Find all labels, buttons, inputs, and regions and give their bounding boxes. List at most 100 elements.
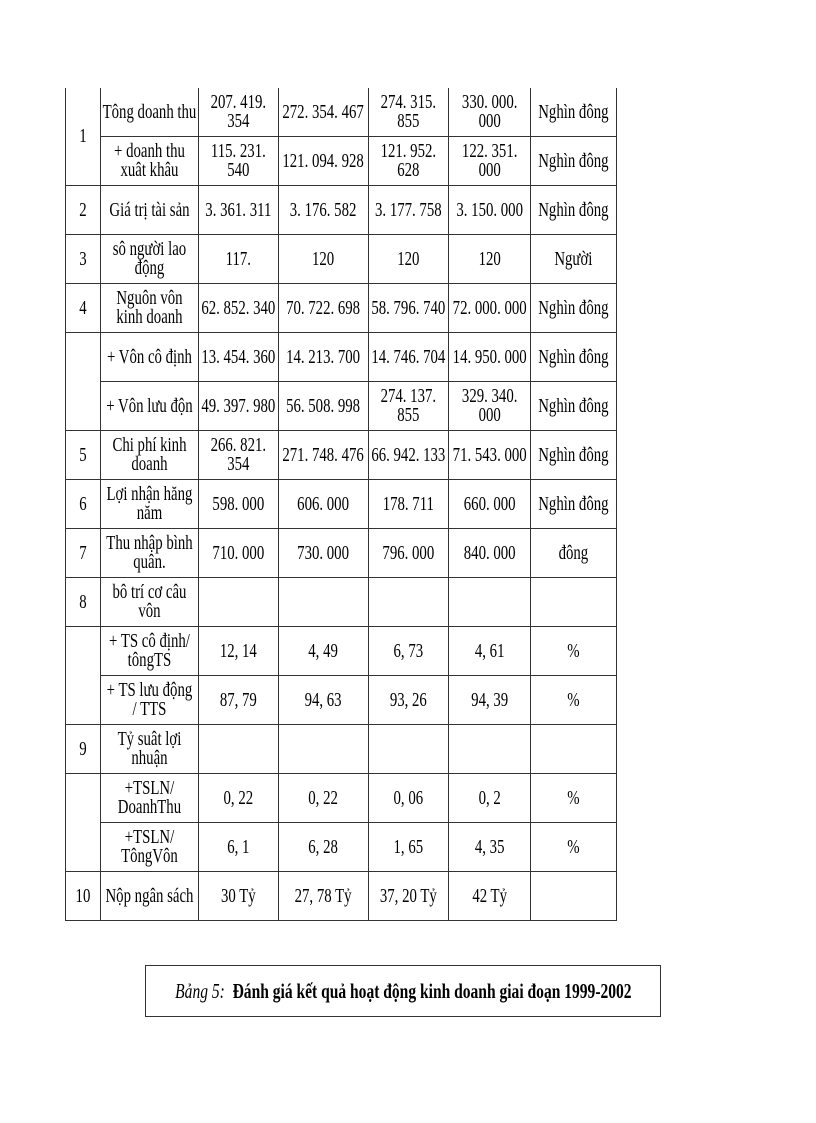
indicator-cell-text: + TS cô định/ tôngTS (109, 630, 190, 671)
value-cell-text: 178. 711 (382, 492, 435, 515)
table-row: + TS lưu động / TTS 87, 79 94, 63 93, 26 94,… (66, 675, 617, 725)
value-cell: 115. 231. 540 (198, 136, 279, 186)
value-cell: 271. 748. 476 (278, 430, 369, 480)
value-cell: 3. 150. 000 (448, 185, 531, 235)
value-cell-text: 6, 1 (227, 835, 250, 858)
unit-cell: Nghìn đông (530, 479, 617, 529)
table-row: 2 Giá trị tài sản 3. 361. 311 3. 176. 582 3.… (65, 185, 617, 235)
indicator-cell: Chi phí kinh doanh (100, 430, 199, 480)
value-cell: 0, 2 (448, 773, 531, 823)
value-cell: 0, 22 (198, 773, 279, 823)
value-cell-text: 271. 748. 476 (282, 443, 365, 466)
row-number-cell-text: 3 (79, 247, 87, 270)
value-cell (198, 577, 279, 627)
row-number-cell: 5 (65, 430, 101, 480)
unit-cell: Người (530, 234, 617, 284)
value-cell: 3. 177. 758 (368, 185, 449, 235)
value-cell: 121. 952. 628 (368, 136, 449, 186)
row-number-cell: 9 (65, 724, 101, 774)
value-cell (278, 577, 369, 627)
unit-cell-text: % (567, 786, 580, 809)
value-cell: 93, 26 (368, 675, 449, 725)
value-cell: 6, 73 (368, 626, 449, 676)
value-cell-text: 93, 26 (390, 688, 428, 711)
value-cell-text: 121. 094. 928 (282, 149, 365, 172)
value-cell-text: 42 Tỷ (472, 884, 507, 907)
indicator-cell: Tông doanh thu (100, 88, 199, 137)
value-cell-text: 49. 397. 980 (201, 394, 276, 417)
value-cell: 274. 315. 855 (368, 88, 449, 137)
value-cell-text: 4, 49 (308, 639, 339, 662)
value-cell-text: 71. 543. 000 (452, 443, 527, 466)
unit-cell-text: Nghìn đông (538, 198, 609, 221)
value-cell-text: 115. 231. 540 (211, 140, 266, 181)
unit-cell (530, 577, 617, 627)
table-row: + Vôn cô định 13. 454. 360 14. 213. 700 14.… (65, 332, 617, 431)
value-cell: 606. 000 (278, 479, 369, 529)
value-cell-text: 3. 361. 311 (205, 198, 272, 221)
row-number-cell: 2 (65, 185, 101, 235)
table-caption: Bảng 5: Đánh giá kết quả hoạt động kinh … (145, 965, 661, 1017)
value-cell-text: 606. 000 (297, 492, 350, 515)
value-cell (448, 577, 531, 627)
indicator-cell-text: bô trí cơ câu vôn (112, 581, 187, 622)
unit-cell: % (530, 626, 617, 676)
indicator-cell-text: Lợi nhận hăng năm (106, 483, 193, 524)
row-number-cell-text: 7 (79, 541, 87, 564)
indicator-cell-text: Nguôn vôn kinh doanh (116, 287, 183, 328)
indicator-cell-text: Nộp ngân sách (105, 884, 194, 907)
value-cell-text: 207. 419. 354 (210, 91, 267, 132)
unit-cell: đông (530, 528, 617, 578)
row-number-cell: 7 (65, 528, 101, 578)
unit-cell-text: Nghìn đông (538, 394, 609, 417)
value-cell-text: 6, 73 (393, 639, 424, 662)
value-cell: 117. (198, 234, 279, 284)
value-cell: 27, 78 Tỷ (278, 871, 369, 921)
value-cell: 56. 508. 998 (278, 381, 369, 431)
unit-cell-text: Nghìn đông (538, 149, 609, 172)
value-cell (448, 724, 531, 774)
indicator-cell: Tỷ suât lợi nhuận (100, 724, 199, 774)
value-cell: 12, 14 (198, 626, 279, 676)
unit-cell: % (530, 675, 617, 725)
value-cell-text: 14. 746. 704 (371, 345, 446, 368)
value-cell: 71. 543. 000 (448, 430, 531, 480)
value-cell-text: 0, 2 (478, 786, 501, 809)
indicator-cell-text: + Vôn cô định (107, 345, 192, 368)
value-cell: 66. 942. 133 (368, 430, 449, 480)
value-cell-text: 4, 35 (474, 835, 505, 858)
row-number-cell: 10 (65, 871, 101, 921)
indicator-cell: Giá trị tài sản (100, 185, 199, 235)
unit-cell: Nghìn đông (530, 136, 617, 186)
row-number-cell (65, 773, 101, 872)
value-cell: 14. 746. 704 (368, 332, 449, 382)
indicator-cell-text: Chi phí kinh doanh (112, 434, 187, 475)
business-results-table: 1 Tông doanh thu 207. 419. 354 272. 354. 46… (65, 88, 617, 921)
indicator-cell-text: Giá trị tài sản (109, 198, 190, 221)
value-cell-text: 13. 454. 360 (201, 345, 276, 368)
indicator-cell: bô trí cơ câu vôn (100, 577, 199, 627)
indicator-cell: + doanh thu xuât khâu (100, 136, 199, 186)
row-number-cell-text: 10 (75, 884, 91, 907)
value-cell-text: 3. 150. 000 (456, 198, 523, 221)
row-number-cell-text: 2 (79, 198, 87, 221)
value-cell: 598. 000 (198, 479, 279, 529)
caption-title: Đánh giá kết quả hoạt động kinh doanh gi… (232, 978, 632, 1003)
value-cell: 178. 711 (368, 479, 449, 529)
table-row: + Vôn lưu độn 49. 397. 980 56. 508. 998 274… (66, 381, 617, 431)
value-cell: 30 Tỷ (198, 871, 279, 921)
indicator-cell-text: Tông doanh thu (102, 100, 197, 123)
value-cell (278, 724, 369, 774)
indicator-cell: + TS cô định/ tôngTS (100, 626, 199, 676)
indicator-cell: Nguôn vôn kinh doanh (100, 283, 199, 333)
table-row: +TSLN/ DoanhThu 0, 22 0, 22 0, 06 0, 2% (65, 773, 617, 872)
value-cell-text: 121. 952. 628 (380, 140, 437, 181)
indicator-cell: Lợi nhận hăng năm (100, 479, 199, 529)
unit-cell-text: % (567, 835, 580, 858)
value-cell-text: 0, 06 (393, 786, 424, 809)
value-cell-text: 14. 950. 000 (452, 345, 527, 368)
value-cell-text: 120 (312, 247, 335, 270)
unit-cell-text: Nghìn đông (538, 100, 609, 123)
value-cell: 266. 821. 354 (198, 430, 279, 480)
unit-cell-text: Nghìn đông (538, 443, 609, 466)
